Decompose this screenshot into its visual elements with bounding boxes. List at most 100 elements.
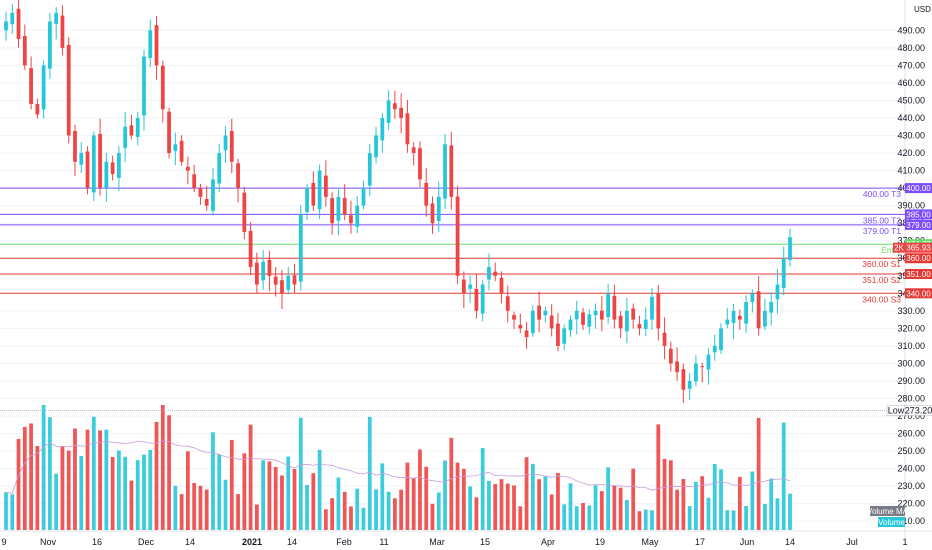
last-price-prefix-tag <box>893 242 905 253</box>
volume-bar <box>298 417 303 530</box>
volume-bar <box>129 480 134 530</box>
time-axis[interactable]: 9 Nov 16 Dec 14 2021 14 Feb 11 Mar 15 Apr 19 May 17 Jun… <box>0 530 932 547</box>
candle-body <box>280 280 284 294</box>
volume-bar <box>286 456 291 530</box>
volume-bar <box>706 497 711 530</box>
volume-bar <box>668 460 673 530</box>
price-tick-label: 320.00 <box>897 323 925 333</box>
volume-bar <box>712 463 717 530</box>
candles <box>4 0 792 404</box>
volume-bar <box>317 449 322 530</box>
candle-body <box>631 308 636 320</box>
volume-bar <box>694 482 698 530</box>
candle-body <box>110 162 115 175</box>
volume-bar <box>192 483 197 530</box>
volume-bar <box>562 504 567 530</box>
candle-body <box>154 25 159 66</box>
level-price-tag-text: 379.00 <box>906 221 931 230</box>
candle-body <box>418 148 422 180</box>
price-tick-label: 390.00 <box>897 201 925 211</box>
volume-bar <box>625 499 629 530</box>
time-tick-label: 14 <box>185 537 195 547</box>
volume-bar <box>468 486 473 530</box>
candle-body <box>606 293 610 318</box>
level-price-tag <box>905 219 932 230</box>
candle-body <box>461 279 466 294</box>
volume-bar <box>750 471 755 530</box>
candle-body <box>229 130 234 162</box>
volume-bar <box>436 492 441 530</box>
time-tick-label: 14 <box>785 537 795 547</box>
candle-body <box>719 328 723 351</box>
volume-bar <box>763 503 767 530</box>
volume-bar <box>474 497 479 530</box>
candle-body <box>386 100 391 123</box>
candle-body <box>167 111 171 154</box>
last-price-tag <box>905 242 932 253</box>
volume-bar <box>223 479 228 530</box>
candle-body <box>518 324 523 329</box>
candle-body <box>60 15 65 48</box>
candle-body <box>405 113 410 145</box>
volume-bar <box>173 485 178 530</box>
volume-bar <box>418 449 422 530</box>
candle-body <box>599 310 604 320</box>
last-price-prefix: 2K <box>894 244 904 253</box>
time-tick-label: 14 <box>287 537 297 547</box>
price-tick-label: 210.00 <box>897 516 925 526</box>
candle-body <box>725 319 730 325</box>
volume-bar <box>543 476 548 530</box>
volume-bar <box>731 510 736 530</box>
price-tick-label: 240.00 <box>897 464 925 474</box>
candle-body <box>769 302 774 313</box>
time-tick-label: Mar <box>429 537 445 547</box>
volume-bar <box>60 446 65 530</box>
volume-bar <box>242 453 247 530</box>
candle-body <box>443 144 447 199</box>
candle-body <box>562 328 567 344</box>
price-tick-label: 270.00 <box>897 411 925 421</box>
volume-bar <box>167 415 171 530</box>
volume-bar <box>687 506 692 530</box>
volume-bar <box>41 405 46 530</box>
candle-body <box>637 324 642 329</box>
candle-body <box>323 175 328 197</box>
volume-bar <box>142 454 146 530</box>
candle-body <box>336 196 341 221</box>
price-tick-label: 290.00 <box>897 376 925 386</box>
volume-bar <box>349 506 353 530</box>
candle-body <box>148 30 153 59</box>
time-tick-label: 19 <box>595 537 605 547</box>
volume-bar <box>29 423 33 530</box>
volume-bar <box>781 422 786 530</box>
candle-body <box>236 163 240 189</box>
price-tick-label: 220.00 <box>897 499 925 509</box>
currency-label: USD <box>914 5 931 14</box>
volume-bar <box>443 460 447 530</box>
volume-bar <box>148 449 153 530</box>
candle-body <box>4 21 8 31</box>
volume-bar <box>461 468 466 530</box>
price-tick-label: 420.00 <box>897 148 925 158</box>
volume-bar <box>675 489 679 530</box>
level-label: 351.00 S2 <box>862 275 901 285</box>
volume-ma-line <box>5 440 791 494</box>
volume-bar <box>505 483 510 530</box>
volume-bar <box>549 494 554 530</box>
low-value: 273.20 <box>905 405 932 415</box>
volume-bar <box>775 498 780 530</box>
candle-body <box>756 291 761 329</box>
candle-body <box>22 36 27 66</box>
volume-bar <box>487 480 491 530</box>
volume-bar <box>386 491 391 530</box>
candle-body <box>217 153 222 184</box>
candle-body <box>311 182 316 206</box>
low-value-tag <box>904 405 932 416</box>
volume-bar <box>186 451 190 530</box>
volume-bar <box>198 485 203 530</box>
candle-body <box>254 262 259 285</box>
time-tick-label: Jun <box>740 537 755 547</box>
candle-body <box>10 12 15 25</box>
candle-body <box>73 131 77 162</box>
